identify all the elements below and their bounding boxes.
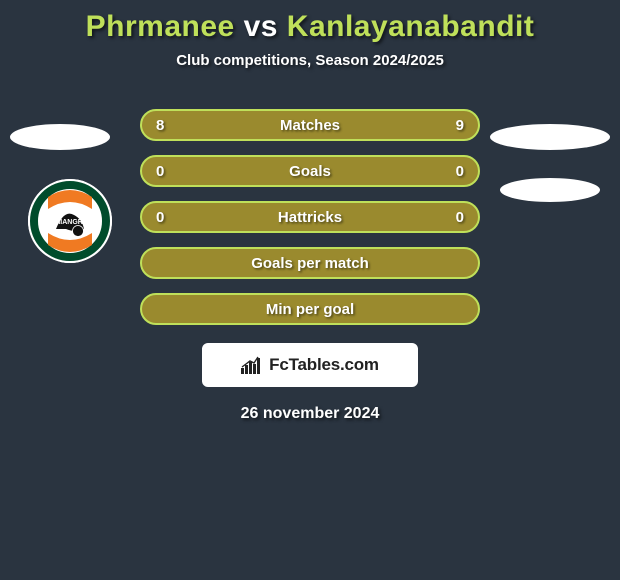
stat-label: Matches — [176, 117, 444, 134]
stat-left: 0 — [156, 163, 176, 180]
stat-label: Hattricks — [176, 209, 444, 226]
page-title: Phrmanee vs Kanlayanabandit — [0, 0, 620, 44]
stat-right: 9 — [444, 117, 464, 134]
stat-right: 0 — [444, 209, 464, 226]
brand-name: FcTables.com — [269, 355, 379, 375]
decorative-oval-left — [10, 124, 110, 150]
stats-table: 8Matches90Goals00Hattricks0Goals per mat… — [140, 109, 480, 325]
subtitle: Club competitions, Season 2024/2025 — [0, 52, 620, 69]
stat-row: Goals per match — [140, 247, 480, 279]
player1-name: Phrmanee — [86, 10, 235, 43]
stat-row: 0Hattricks0 — [140, 201, 480, 233]
club-badge-svg: CHIANGRAI — [28, 179, 112, 263]
stat-right: 0 — [444, 163, 464, 180]
date-label: 26 november 2024 — [0, 405, 620, 423]
bar-chart-icon — [241, 356, 263, 374]
brand-badge: FcTables.com — [202, 343, 418, 387]
stat-row: Min per goal — [140, 293, 480, 325]
vs-text: vs — [244, 10, 278, 43]
stat-left: 8 — [156, 117, 176, 134]
stat-label: Goals — [176, 163, 444, 180]
stat-row: 0Goals0 — [140, 155, 480, 187]
stat-label: Min per goal — [156, 301, 464, 318]
stat-row: 8Matches9 — [140, 109, 480, 141]
stat-label: Goals per match — [156, 255, 464, 272]
decorative-oval-right2 — [500, 178, 600, 202]
decorative-oval-right1 — [490, 124, 610, 150]
player2-name: Kanlayanabandit — [287, 10, 535, 43]
stat-left: 0 — [156, 209, 176, 226]
club-badge-text: CHIANGRAI — [50, 219, 90, 226]
club-badge: CHIANGRAI — [28, 179, 112, 263]
